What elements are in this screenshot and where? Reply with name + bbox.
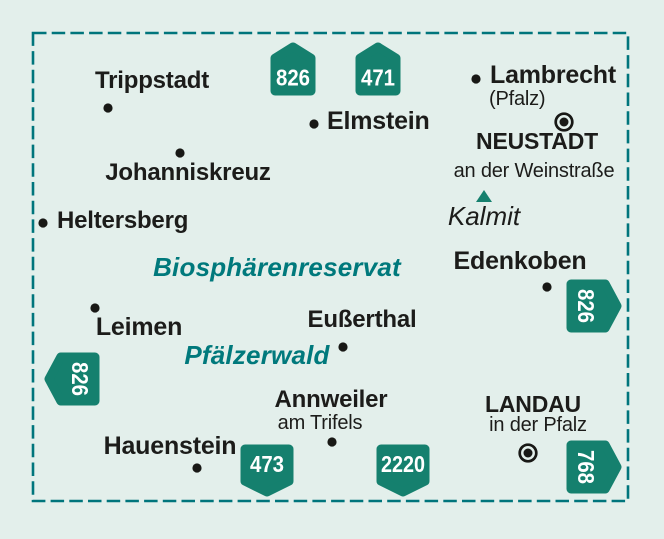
town-dot-marker <box>90 303 100 313</box>
city-ring-marker <box>518 443 538 463</box>
town-label-elmstein: Elmstein <box>327 107 430 135</box>
sheet-badge-number: 826 <box>573 289 599 323</box>
city-ring-marker-core <box>559 117 569 127</box>
region-name-label: Pfälzerwald <box>184 340 330 370</box>
sheet-badge-shape <box>44 352 100 406</box>
sheet-badge-shape <box>376 444 430 497</box>
town-label-trippstadt: Trippstadt <box>94 67 210 94</box>
town-label-annweiler: Annweiler <box>274 386 388 413</box>
peak-triangle-icon <box>476 190 492 202</box>
town-label-hauenstein: Hauenstein <box>103 432 237 460</box>
region-name-label: Biosphärenreservat <box>153 252 401 282</box>
town-label-johanniskreuz: Johanniskreuz <box>105 159 271 186</box>
town-dot-marker <box>309 119 319 129</box>
town-label-neustadt: NEUSTADT <box>476 128 598 154</box>
town-label-lambrecht: (Pfalz) <box>489 88 546 110</box>
sheet-badge-shape <box>240 444 294 497</box>
sheet-badge-number: 471 <box>361 64 395 90</box>
town-dot-marker <box>471 74 481 84</box>
map-extent-dashed-border <box>31 31 630 503</box>
adjacent-sheet-badge[interactable]: 473 <box>240 444 294 497</box>
town-dot-marker <box>327 437 337 447</box>
adjacent-sheet-badge[interactable]: 826 <box>270 42 316 96</box>
town-label-edenkoben: Edenkoben <box>453 247 587 275</box>
town-label-neustadt: an der Weinstraße <box>453 160 615 182</box>
sheet-badge-shape <box>355 42 401 96</box>
town-label-annweiler: am Trifels <box>277 412 363 434</box>
town-dot-marker <box>542 282 552 292</box>
town-dot-marker <box>175 148 185 158</box>
town-label-heltersberg: Heltersberg <box>57 207 189 234</box>
adjacent-sheet-badge[interactable]: 768 <box>566 440 622 494</box>
adjacent-sheet-badge[interactable]: 826 <box>44 352 100 406</box>
city-ring-marker-core <box>523 448 533 458</box>
adjacent-sheet-badge[interactable]: 826 <box>566 279 622 333</box>
sheet-badge-number: 768 <box>573 450 599 484</box>
adjacent-sheet-badge[interactable]: 2220 <box>376 444 430 497</box>
sheet-badge-number: 826 <box>67 362 93 396</box>
sheet-badge-shape <box>566 279 622 333</box>
sheet-badge-number: 826 <box>276 64 310 90</box>
city-ring-marker <box>554 112 574 132</box>
town-dot-marker <box>338 342 348 352</box>
sheet-badge-shape <box>566 440 622 494</box>
sheet-badge-number: 2220 <box>381 451 425 477</box>
town-label-landau: LANDAU <box>485 391 581 417</box>
town-label-leimen: Leimen <box>95 313 183 341</box>
peak-name-label: Kalmit <box>447 201 521 231</box>
town-dot-marker <box>38 218 48 228</box>
town-label-landau: in der Pfalz <box>489 414 587 436</box>
sheet-badge-number: 473 <box>250 451 284 477</box>
town-label-eusserthal: Eußerthal <box>307 306 417 333</box>
town-dot-marker <box>192 463 202 473</box>
town-label-lambrecht: Lambrecht <box>490 61 617 89</box>
town-dot-marker <box>103 103 113 113</box>
adjacent-sheet-badge[interactable]: 471 <box>355 42 401 96</box>
sheet-badge-shape <box>270 42 316 96</box>
